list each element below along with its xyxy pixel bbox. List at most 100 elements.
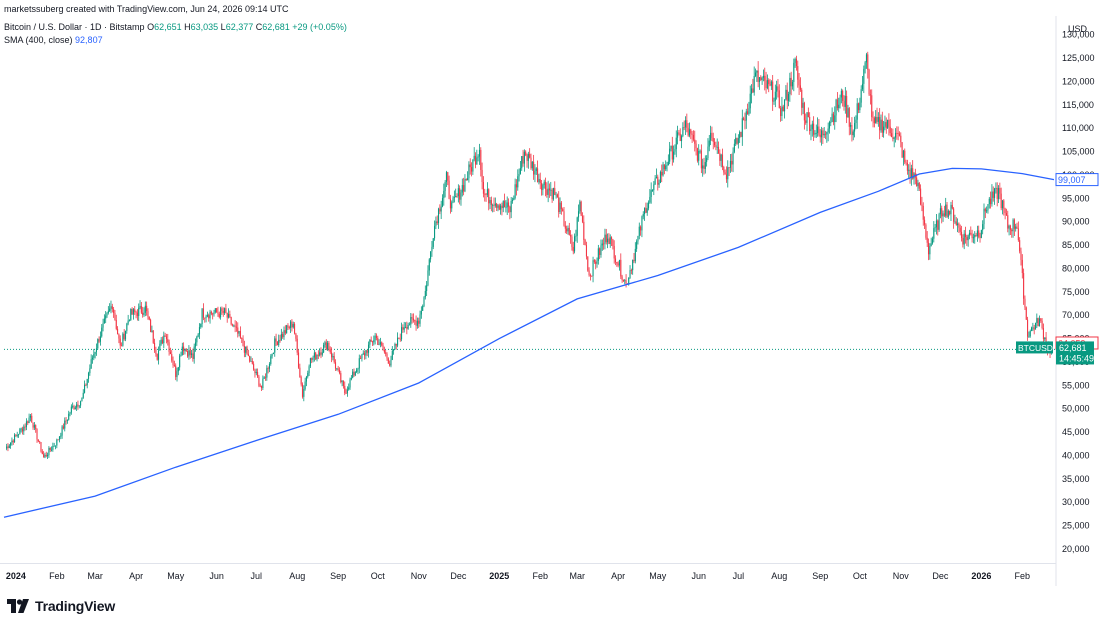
candle bbox=[706, 158, 708, 163]
candle bbox=[242, 338, 244, 346]
candle bbox=[17, 434, 20, 436]
candle bbox=[172, 360, 174, 366]
candle bbox=[95, 348, 98, 352]
candle bbox=[493, 204, 495, 206]
candle bbox=[151, 330, 153, 332]
candle bbox=[404, 326, 407, 328]
candle bbox=[15, 434, 17, 436]
candle bbox=[649, 196, 651, 203]
candle bbox=[992, 191, 994, 198]
x-tick-label: May bbox=[167, 571, 185, 581]
candle bbox=[171, 354, 173, 361]
y-tick-label: 110,000 bbox=[1062, 123, 1094, 133]
candle bbox=[77, 404, 79, 407]
candle bbox=[253, 363, 255, 370]
candle bbox=[460, 192, 462, 200]
tradingview-logo[interactable]: TradingView bbox=[7, 597, 115, 615]
candle bbox=[138, 307, 140, 317]
candle bbox=[29, 415, 31, 418]
candle bbox=[266, 368, 268, 378]
candle bbox=[358, 358, 360, 369]
y-tick-label: 70,000 bbox=[1062, 310, 1090, 320]
candle bbox=[735, 137, 737, 144]
candle bbox=[785, 89, 787, 100]
candle bbox=[609, 237, 611, 244]
candle bbox=[859, 102, 861, 111]
candle bbox=[1017, 228, 1019, 241]
candle bbox=[437, 208, 440, 224]
candle bbox=[478, 149, 481, 157]
candle bbox=[939, 208, 941, 215]
candle bbox=[492, 204, 494, 206]
candle bbox=[386, 353, 388, 359]
candle bbox=[625, 280, 627, 284]
candle bbox=[204, 317, 206, 319]
candle bbox=[979, 236, 981, 238]
candle bbox=[118, 334, 120, 339]
candle bbox=[412, 318, 414, 321]
candle bbox=[259, 385, 261, 387]
candle bbox=[25, 421, 28, 428]
candle bbox=[971, 234, 973, 239]
candle bbox=[210, 311, 212, 314]
candle bbox=[209, 311, 211, 319]
candle bbox=[41, 451, 43, 455]
candle bbox=[142, 312, 144, 315]
candle bbox=[983, 208, 985, 225]
candle bbox=[463, 185, 465, 192]
candle bbox=[525, 151, 527, 156]
candle bbox=[912, 168, 914, 179]
candle bbox=[131, 309, 133, 315]
candle bbox=[630, 270, 632, 271]
candle bbox=[513, 197, 515, 200]
candle bbox=[448, 180, 450, 199]
candle bbox=[988, 198, 990, 205]
candle bbox=[365, 350, 367, 356]
candle bbox=[408, 324, 411, 326]
candle bbox=[45, 455, 47, 456]
candle bbox=[917, 182, 919, 187]
candle bbox=[753, 75, 755, 93]
y-tick-label: 45,000 bbox=[1062, 427, 1090, 437]
candle bbox=[661, 171, 663, 176]
y-tick-label: 30,000 bbox=[1062, 497, 1090, 507]
x-tick-label: Jul bbox=[251, 571, 263, 581]
candle bbox=[334, 362, 337, 369]
candle bbox=[637, 235, 639, 242]
candle bbox=[942, 213, 944, 217]
candle bbox=[669, 148, 671, 162]
candle bbox=[190, 353, 193, 355]
candle bbox=[846, 95, 848, 118]
candle bbox=[1001, 200, 1004, 209]
candle bbox=[699, 150, 701, 152]
plot-area[interactable] bbox=[3, 51, 1056, 518]
candle bbox=[714, 141, 716, 146]
candle bbox=[212, 313, 214, 315]
candle bbox=[379, 342, 381, 345]
candle bbox=[468, 164, 470, 179]
candle bbox=[506, 202, 508, 208]
candle bbox=[564, 225, 566, 229]
candle bbox=[39, 441, 41, 443]
candle bbox=[136, 312, 138, 317]
candle bbox=[165, 336, 168, 340]
candle bbox=[620, 259, 622, 277]
candle bbox=[1029, 331, 1031, 337]
candle bbox=[905, 162, 907, 164]
candle bbox=[1003, 200, 1005, 209]
x-tick-label: Mar bbox=[569, 571, 585, 581]
symbol-legend[interactable]: Bitcoin / U.S. Dollar · 1D · Bitstamp O6… bbox=[4, 22, 347, 32]
sma-legend[interactable]: SMA (400, close) 92,807 bbox=[4, 35, 103, 45]
candle bbox=[574, 236, 576, 252]
candle bbox=[434, 226, 436, 239]
candle bbox=[356, 369, 358, 372]
candle bbox=[930, 243, 932, 247]
candle bbox=[284, 330, 286, 334]
candle bbox=[739, 132, 741, 139]
candle bbox=[398, 337, 400, 339]
candle bbox=[972, 237, 974, 239]
candle bbox=[161, 339, 164, 344]
candle bbox=[968, 232, 971, 236]
candle bbox=[44, 455, 46, 458]
y-tick-label: 80,000 bbox=[1062, 263, 1090, 273]
